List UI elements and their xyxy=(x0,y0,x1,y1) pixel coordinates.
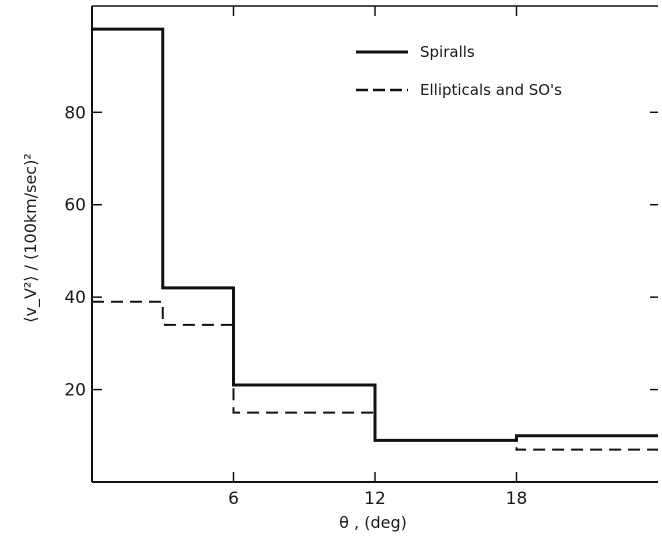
x-tick-label: 12 xyxy=(364,489,386,509)
y-tick-label: 80 xyxy=(64,103,86,123)
x-axis-label: θ , (deg) xyxy=(339,513,407,532)
legend: Spiralls Ellipticals and SO's xyxy=(356,43,562,99)
series-line-spirals xyxy=(92,27,658,442)
y-tick-label: 60 xyxy=(64,196,86,216)
y-axis-label: ⟨v_V²⟩ / (100km/sec)² xyxy=(21,153,41,323)
axis-ticks: 6 12 18 20 40 60 80 xyxy=(64,6,658,509)
series-line-ellipticals xyxy=(92,300,658,451)
y-tick-label: 40 xyxy=(64,288,86,308)
legend-label: Spiralls xyxy=(420,43,475,61)
x-tick-label: 18 xyxy=(506,489,528,509)
x-tick-label: 6 xyxy=(228,489,239,509)
legend-label: Ellipticals and SO's xyxy=(420,81,562,99)
y-tick-label: 20 xyxy=(64,381,86,401)
series-layer xyxy=(92,27,658,451)
